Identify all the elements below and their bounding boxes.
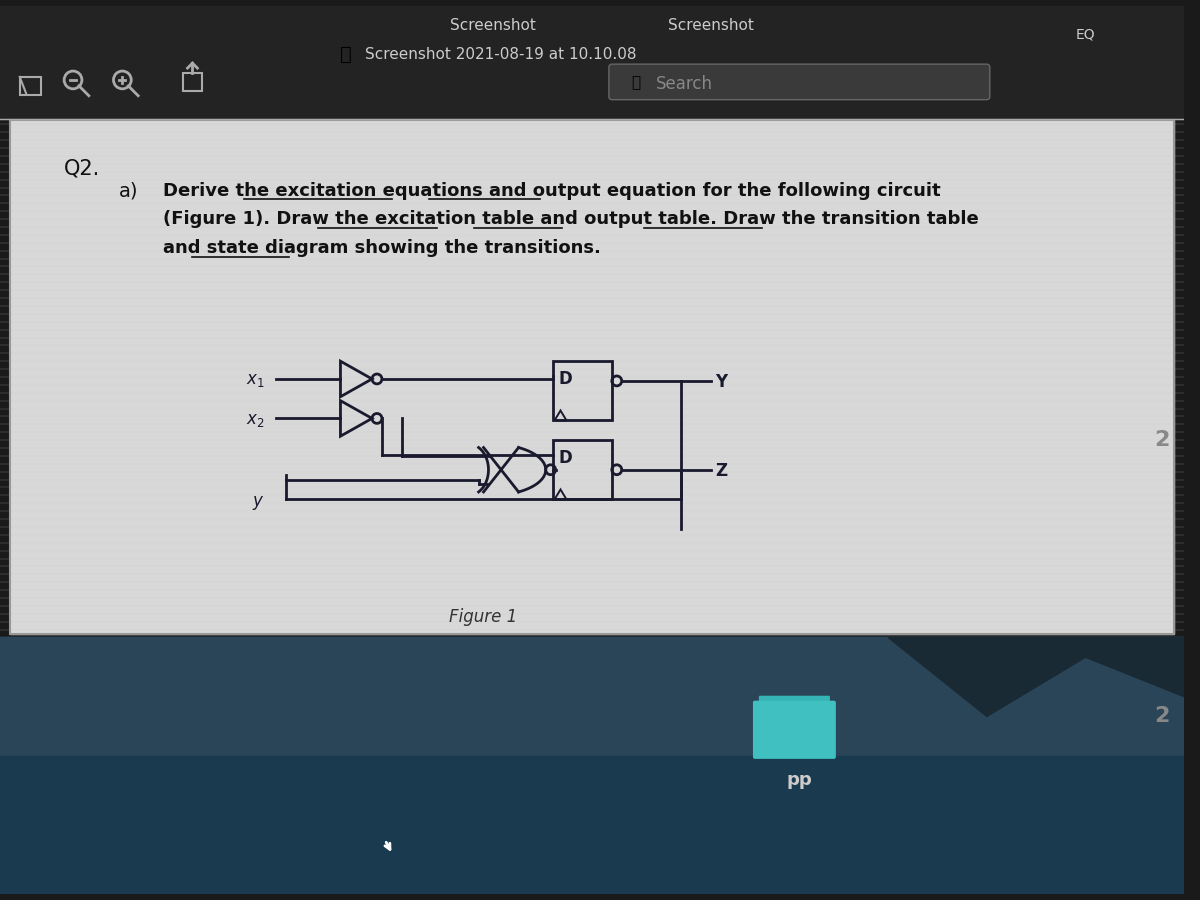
Text: 2: 2 <box>1154 706 1169 726</box>
Text: 🔍: 🔍 <box>631 75 641 90</box>
Text: EQ: EQ <box>1075 28 1096 41</box>
Text: 📄: 📄 <box>340 45 352 65</box>
Text: (Figure 1). Draw the excitation table and output table. Draw the transition tabl: (Figure 1). Draw the excitation table an… <box>163 211 978 229</box>
Bar <box>182 73 203 91</box>
Text: Figure 1: Figure 1 <box>450 608 517 625</box>
Text: D: D <box>558 370 572 388</box>
Bar <box>10 121 1175 634</box>
FancyBboxPatch shape <box>758 696 830 706</box>
Text: $y$: $y$ <box>252 494 264 512</box>
Text: pp: pp <box>786 770 812 788</box>
Text: Search: Search <box>656 75 713 93</box>
Bar <box>0 756 1184 894</box>
Bar <box>0 6 1184 120</box>
Bar <box>10 121 1175 634</box>
Bar <box>19 77 42 94</box>
Bar <box>553 440 612 500</box>
Text: Screenshot: Screenshot <box>667 18 754 32</box>
Text: D: D <box>558 449 572 467</box>
Text: $x_1$: $x_1$ <box>246 371 264 389</box>
Bar <box>0 637 1184 894</box>
Text: a): a) <box>119 182 138 201</box>
Bar <box>0 637 1184 894</box>
Text: Z: Z <box>715 462 727 480</box>
Text: and state diagram showing the transitions.: and state diagram showing the transition… <box>163 238 601 256</box>
Text: Screenshot 2021-08-19 at 10.10.08: Screenshot 2021-08-19 at 10.10.08 <box>365 48 637 62</box>
Text: 2: 2 <box>1154 430 1169 450</box>
Text: Q2.: Q2. <box>64 159 101 179</box>
Text: $x_2$: $x_2$ <box>246 410 264 428</box>
Text: Y: Y <box>715 373 727 391</box>
Text: Screenshot: Screenshot <box>450 18 536 32</box>
FancyBboxPatch shape <box>608 64 990 100</box>
FancyBboxPatch shape <box>752 701 836 759</box>
Bar <box>553 361 612 420</box>
Polygon shape <box>888 637 1184 716</box>
Text: Derive the excitation equations and output equation for the following circuit: Derive the excitation equations and outp… <box>163 182 941 200</box>
